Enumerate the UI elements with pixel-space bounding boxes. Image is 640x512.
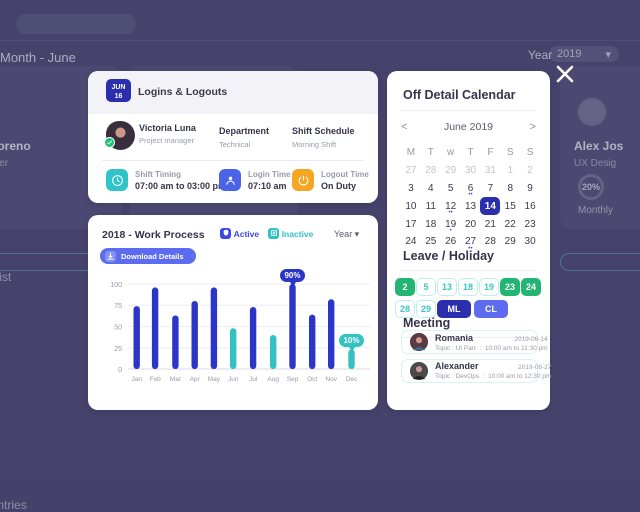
svg-text:Jul: Jul [249,376,258,383]
svg-text:Jan: Jan [132,376,143,383]
svg-text:75: 75 [114,303,122,310]
svg-text:50: 50 [114,325,122,332]
svg-text:100: 100 [110,282,122,289]
svg-text:Oct: Oct [307,376,317,383]
svg-text:10%: 10% [343,336,359,345]
svg-text:Mar: Mar [170,376,182,383]
svg-text:Nov: Nov [325,376,337,383]
svg-text:Aug: Aug [267,376,279,383]
svg-text:Sep: Sep [287,376,299,383]
svg-text:0: 0 [118,367,122,374]
svg-text:90%: 90% [284,271,300,280]
svg-text:May: May [208,376,221,383]
svg-text:Apr: Apr [190,376,201,383]
svg-text:Dec: Dec [346,376,358,383]
svg-text:Feb: Feb [149,376,161,383]
svg-text:Jun: Jun [228,376,239,383]
svg-text:25: 25 [114,346,122,353]
